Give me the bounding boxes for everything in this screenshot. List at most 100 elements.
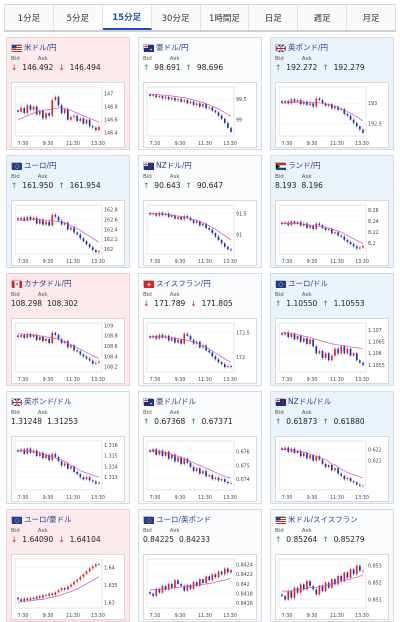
price-chart[interactable]: 1.107 1.1065 1.106 1.1055 7:30 9:30 11:30 13:30 [275,318,389,384]
currency-pair: カナダドル/円 [24,278,72,288]
x-tick-label: 11:30 [66,141,80,147]
x-tick-label: 11:30 [66,495,80,501]
candle-body [362,570,364,572]
currency-card[interactable]: 英ポンド/ドル Bid Ask 1.31248 1.31253 1.316 1.315 1.3… [6,391,130,504]
currency-card[interactable]: 米ドル/円 Bid Ask ↓ 146.492 ↓ 146.494 147 146.8 146.6… [6,37,130,150]
currency-pair: NZドル/円 [156,160,192,170]
candle-body [195,468,198,471]
card-title[interactable]: スイスフラン/円 [143,277,257,289]
candle-body [38,219,41,224]
price-chart[interactable]: 0.8424 0.8422 0.842 0.8418 0.8416 7:30 9:30 11:… [143,554,257,620]
price-chart[interactable]: 1.64 1.635 1.63 7:30 9:30 11:30 13:30 [11,554,125,620]
currency-card[interactable]: 米ドル/スイスフラン Bid Ask ↑ 0.85264 ↑ 0.85279 0.853 0.8… [270,509,394,622]
candle-body [183,100,186,102]
tab-0[interactable]: 1分足 [5,5,54,30]
price-chart[interactable]: 162.8 162.6 162.4 162.2 162 7:30 9:30 11:30 13:3… [11,200,125,266]
candle-body [306,223,308,228]
price-chart[interactable]: 1.316 1.315 1.314 1.313 7:30 9:30 11:30 13:30 [11,436,125,502]
price-chart[interactable]: 0.853 0.852 0.851 7:30 9:30 11:30 13:30 [275,554,389,620]
price-chart[interactable]: 193 192.5 7:30 9:30 11:30 13:30 [275,82,389,148]
tab-3[interactable]: 30分足 [152,5,201,30]
card-title[interactable]: ランド/円 [275,159,389,171]
candle-body [88,244,91,248]
currency-card[interactable]: ランド/円 Bid Ask 8.193 8.196 8.26 8.24 8.22 8.2 7:30… [270,155,394,268]
candle-body [82,477,85,480]
card-title[interactable]: 豪ドル/ドル [143,395,257,407]
currency-card[interactable]: NZドル/ドル Bid Ask ↑ 0.61873 ↑ 0.61880 0.622 0.621 7… [270,391,394,504]
currency-card[interactable]: ユーロ/豪ドル Bid Ask ↓ 1.64090 ↓ 1.64104 1.64 1.635 1.… [6,509,130,622]
x-tick-label: 9:30 [175,495,186,501]
candle-body [293,587,296,598]
tab-4[interactable]: 1時間足 [201,5,250,30]
currency-card[interactable]: カナダドル/円 Bid Ask 108.298 108.302 109 108.8 108.6… [6,273,130,386]
tab-1[interactable]: 5分足 [54,5,103,30]
x-tick-label: 11:30 [198,613,212,619]
price-chart[interactable]: 8.26 8.24 8.22 8.2 7:30 9:30 11:30 13:30 [275,200,389,266]
currency-card[interactable]: ユーロ/円 Bid Ask ↑ 161.950 ↑ 161.954 162.8 162.6 162… [6,155,130,268]
y-tick-label: 8.24 [368,219,379,225]
card-title[interactable]: NZドル/円 [143,159,257,171]
candle-body [321,100,324,104]
ask-value: 8.196 [301,181,323,190]
candle-body [327,464,330,468]
price-chart[interactable]: 91.5 91 7:30 9:30 11:30 13:30 [143,200,257,266]
candle-body [287,332,290,337]
card-title[interactable]: カナダドル/円 [11,277,125,289]
tab-6[interactable]: 週足 [298,5,348,30]
currency-card[interactable]: スイスフラン/円 Bid Ask ↓ 171.789 ↓ 171.805 172.5 172 7:… [138,273,262,386]
candle-body [220,479,223,481]
candle-body [63,341,66,344]
tab-7[interactable]: 月足 [362,13,380,24]
price-chart[interactable]: 109 108.8 108.6 108.4 108.2 7:30 9:30 11:30 13:3… [11,318,125,384]
candle-body [293,99,296,102]
candle-body [315,456,318,461]
price-chart[interactable]: 147 146.8 146.6 146.4 7:30 9:30 11:30 13:30 [11,82,125,148]
price-chart[interactable]: 0.676 0.675 0.674 7:30 9:30 11:30 13:30 [143,436,257,502]
candle-body [23,334,26,338]
price-chart[interactable]: 99.5 99 7:30 9:30 11:30 13:30 [143,82,257,148]
candle-body [54,214,57,217]
candle-body [362,129,364,133]
candle-body [299,584,302,593]
candle-body [349,115,352,120]
candle-body [57,216,60,221]
candle-body [67,463,69,469]
za-flag-icon [275,161,286,170]
candle-body [352,244,355,247]
currency-card[interactable]: NZドル/円 Bid Ask ↑ 90.643 ↑ 90.647 91.5 91 7:30 9:30… [138,155,262,268]
candle-body [73,227,75,233]
candle-body [309,103,311,105]
card-title[interactable]: 米ドル/スイスフラン [275,513,389,525]
candle-body [48,113,50,116]
bid-value: 0.85264 [286,535,318,544]
card-title[interactable]: 英ポンド/円 [275,41,389,53]
tab-5[interactable]: 日足 [249,5,299,30]
currency-card[interactable]: 英ポンド/円 Bid Ask ↑ 192.272 ↑ 192.279 193 192.5 7:30… [270,37,394,150]
price-chart[interactable]: 0.622 0.621 7:30 9:30 11:30 13:30 [275,436,389,502]
y-tick-label: 1.314 [104,464,118,470]
candle-body [359,565,361,571]
card-title[interactable]: ユーロ/ドル [275,277,389,289]
card-title[interactable]: ユーロ/英ポンド [143,513,257,525]
ask-value: 161.954 [69,181,101,190]
tab-2[interactable]: 15分足 [102,5,152,30]
card-title[interactable]: 米ドル/円 [11,41,125,53]
candle-body [287,591,290,600]
candle-body [67,109,69,120]
bid-value: 8.193 [275,181,297,190]
currency-card[interactable]: ユーロ/ドル Bid Ask ↑ 1.10550 ↑ 1.10553 1.107 1.1065 1… [270,273,394,386]
card-title[interactable]: 豪ドル/円 [143,41,257,53]
currency-card[interactable]: 豪ドル/円 Bid Ask ↑ 98.691 ↑ 98.696 99.5 99 7:30 9:30 1… [138,37,262,150]
currency-card[interactable]: 豪ドル/ドル Bid Ask ↑ 0.67368 ↑ 0.67371 0.676 0.675 0.… [138,391,262,504]
candle-body [315,223,318,229]
candle-body [20,217,22,220]
card-title[interactable]: ユーロ/豪ドル [11,513,125,525]
price-chart[interactable]: 172.5 172 7:30 9:30 11:30 13:30 [143,318,257,384]
card-title[interactable]: 英ポンド/ドル [11,395,125,407]
candle-body [324,353,327,358]
currency-pair: ランド/円 [288,160,321,170]
candle-body [346,572,349,578]
card-title[interactable]: ユーロ/円 [11,159,125,171]
currency-card[interactable]: ユーロ/英ポンド Bid Ask 0.84225 0.84233 0.8424 0.8422… [138,509,262,622]
card-title[interactable]: NZドル/ドル [275,395,389,407]
